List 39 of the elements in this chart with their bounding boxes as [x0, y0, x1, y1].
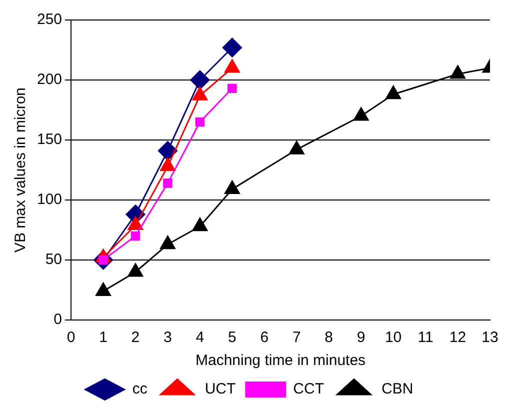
x-tick-label: 0: [66, 329, 76, 346]
y-tick-label: 200: [36, 71, 62, 88]
point: [192, 218, 208, 232]
x-axis-title: Machning time in minutes: [195, 352, 366, 370]
x-tick-label: 4: [196, 329, 204, 346]
x-tick-label: 7: [292, 329, 301, 346]
x-tick-label: 11: [418, 329, 434, 346]
x-tick-label: 10: [384, 329, 402, 346]
y-tick-label: 0: [54, 311, 62, 328]
point: [224, 59, 240, 73]
legend-label: CCT: [293, 380, 324, 398]
x-tick-label: 13: [482, 329, 498, 346]
x-tick-label: 8: [324, 329, 334, 346]
point: [160, 158, 176, 172]
point: [353, 107, 369, 121]
point: [96, 282, 111, 296]
x-tick-label: 12: [449, 329, 466, 346]
y-tick-label: 150: [36, 131, 62, 148]
point: [160, 236, 176, 250]
legend-label: UCT: [204, 380, 236, 398]
x-tick-label: 3: [164, 329, 172, 346]
x-tick-label: 9: [356, 329, 366, 346]
point: [128, 216, 144, 230]
x-tick-label: 1: [99, 329, 108, 346]
y-tick-label: 50: [45, 251, 62, 268]
x-tick-label: 2: [131, 329, 140, 346]
legend-label: CBN: [381, 380, 414, 398]
x-tick-label: 6: [260, 329, 269, 346]
y-tick-label: 250: [36, 11, 62, 28]
point: [386, 86, 401, 100]
y-axis-title: VB max values in micron: [12, 87, 30, 253]
y-tick-label: 100: [36, 191, 62, 208]
x-tick-label: 5: [228, 329, 236, 346]
point: [288, 140, 304, 154]
point: [192, 86, 208, 100]
point: [450, 65, 466, 79]
legend-label: cc: [132, 380, 148, 398]
point: [224, 180, 240, 194]
point: [128, 263, 144, 277]
